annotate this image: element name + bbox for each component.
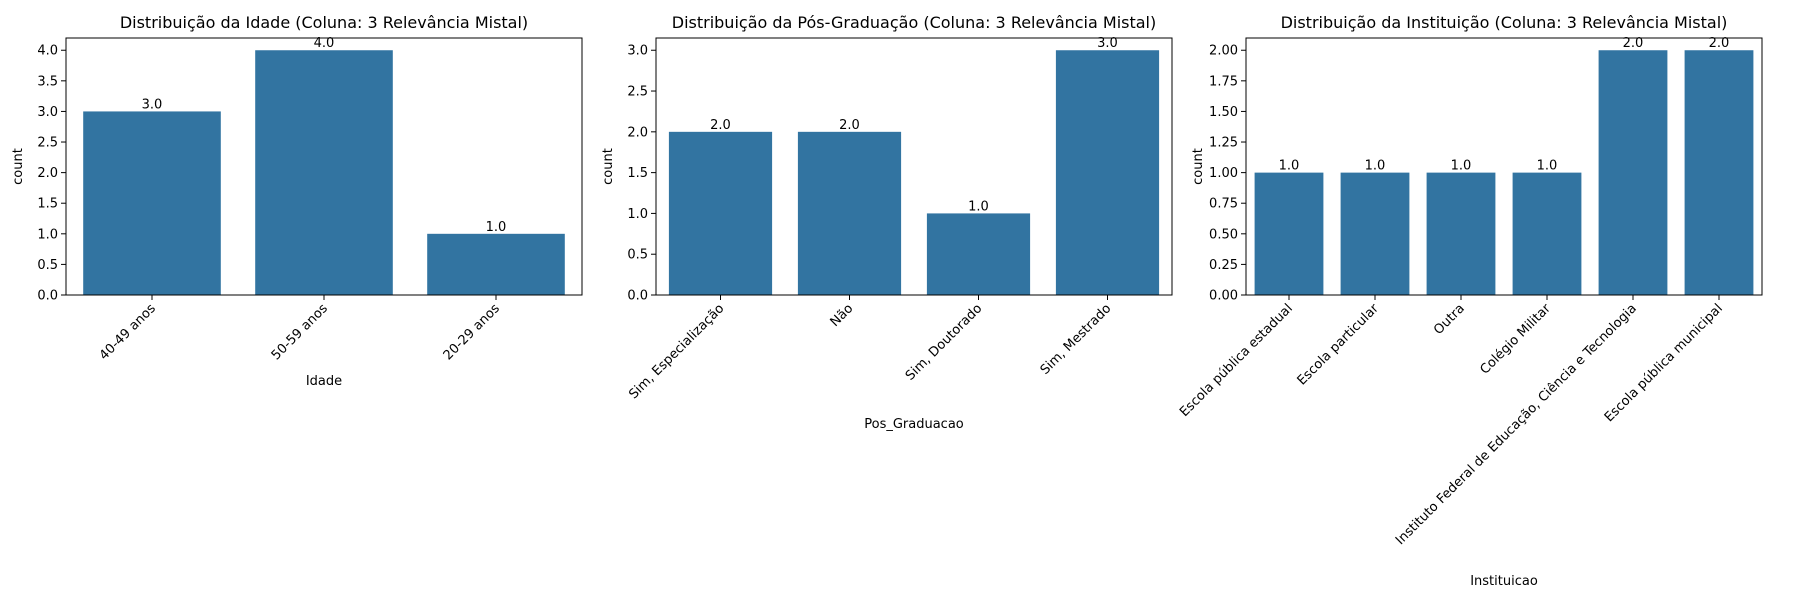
x-tick-label: Não	[828, 301, 857, 330]
y-tick-label: 1.5	[37, 197, 58, 212]
bar	[797, 131, 902, 295]
data-label: 3.0	[1097, 36, 1118, 51]
chart-panel-1: 3.0 4.0 1.0 0.0 0.5 1.0 1.5 2.0 2.5 3.0 3.5 4.0 40-4…	[11, 13, 583, 389]
data-label: 3.0	[142, 97, 163, 112]
y-tick-label: 2.5	[627, 85, 648, 100]
y-tick-label: 2.0	[37, 166, 58, 181]
x-axis-label: Pos_Graduacao	[864, 417, 964, 432]
bar	[1055, 50, 1160, 295]
bar	[1426, 172, 1496, 295]
y-tick-label: 1.0	[37, 227, 58, 242]
y-tick-label: 0.75	[1209, 197, 1238, 212]
chart-title: Distribuição da Idade (Coluna: 3 Relevân…	[120, 13, 528, 32]
x-tick-label: Escola pública estadual	[1177, 301, 1296, 420]
bar	[1684, 50, 1754, 295]
y-tick-label: 2.0	[627, 125, 648, 140]
x-tick-label: 40-49 anos	[97, 301, 159, 363]
y-tick-label: 0.5	[37, 258, 58, 273]
y-tick-label: 3.5	[37, 74, 58, 89]
data-label: 1.0	[486, 220, 507, 235]
y-axis-label: count	[601, 148, 616, 185]
y-tick-label: 1.50	[1209, 105, 1238, 120]
plot-frame	[655, 37, 1173, 296]
x-axis-label: Instituicao	[1470, 574, 1538, 589]
bar	[83, 111, 221, 296]
x-axis-label: Idade	[306, 374, 342, 389]
y-tick-label: 1.5	[627, 166, 648, 181]
data-label: 1.0	[1537, 159, 1558, 174]
data-label: 1.0	[1451, 159, 1472, 174]
bar	[1254, 172, 1324, 295]
data-label: 2.0	[1623, 36, 1644, 51]
x-tick-label: Colégio Militar	[1477, 301, 1554, 378]
y-tick-label: 2.5	[37, 136, 58, 151]
chart-panel-3: 1.0 1.0 1.0 1.0 2.0 2.0 0.00 0.25 0.50 0.75 1.00 1.…	[1177, 13, 1763, 589]
bar	[427, 233, 565, 295]
y-tick-label: 3.0	[37, 105, 58, 120]
bar	[1598, 50, 1668, 295]
data-label: 1.0	[968, 199, 989, 214]
y-tick-label: 0.00	[1209, 289, 1238, 304]
plot-frame	[1245, 37, 1763, 296]
bar	[1340, 172, 1410, 295]
x-tick-label: Escola particular	[1295, 301, 1383, 389]
chart-title: Distribuição da Instituição (Coluna: 3 R…	[1281, 13, 1728, 32]
data-label: 2.0	[1709, 36, 1730, 51]
y-tick-label: 1.0	[627, 207, 648, 222]
x-tick-label: Sim, Mestrado	[1038, 301, 1115, 378]
y-tick-label: 3.0	[627, 44, 648, 59]
chart-panel-2: 2.0 2.0 1.0 3.0 0.0 0.5 1.0 1.5 2.0 2.5 3.0 Sim, Es…	[601, 13, 1173, 432]
data-label: 1.0	[1279, 159, 1300, 174]
chart-title: Distribuição da Pós-Graduação (Coluna: 3…	[672, 13, 1157, 32]
x-tick-label: Outra	[1431, 301, 1468, 338]
y-tick-label: 0.0	[37, 289, 58, 304]
bar	[1512, 172, 1582, 295]
y-tick-label: 4.0	[37, 44, 58, 59]
y-tick-label: 1.25	[1209, 136, 1238, 151]
x-tick-label: 20-29 anos	[441, 301, 503, 363]
y-tick-label: 1.00	[1209, 166, 1238, 181]
x-tick-label: 50-59 anos	[269, 301, 331, 363]
x-tick-label: Sim, Especialização	[626, 301, 727, 402]
y-tick-label: 0.50	[1209, 227, 1238, 242]
bar	[926, 213, 1031, 295]
data-label: 2.0	[710, 118, 731, 133]
bar	[255, 50, 393, 295]
x-tick-label: Sim, Doutorado	[903, 301, 985, 383]
y-tick-label: 0.5	[627, 248, 648, 263]
y-tick-label: 0.0	[627, 289, 648, 304]
y-tick-label: 0.25	[1209, 258, 1238, 273]
y-tick-label: 2.00	[1209, 44, 1238, 59]
data-label: 4.0	[314, 36, 335, 51]
data-label: 2.0	[839, 118, 860, 133]
y-tick-label: 1.75	[1209, 74, 1238, 89]
y-axis-label: count	[1191, 148, 1206, 185]
data-label: 1.0	[1365, 159, 1386, 174]
y-axis-label: count	[11, 148, 26, 185]
bar	[668, 131, 773, 295]
